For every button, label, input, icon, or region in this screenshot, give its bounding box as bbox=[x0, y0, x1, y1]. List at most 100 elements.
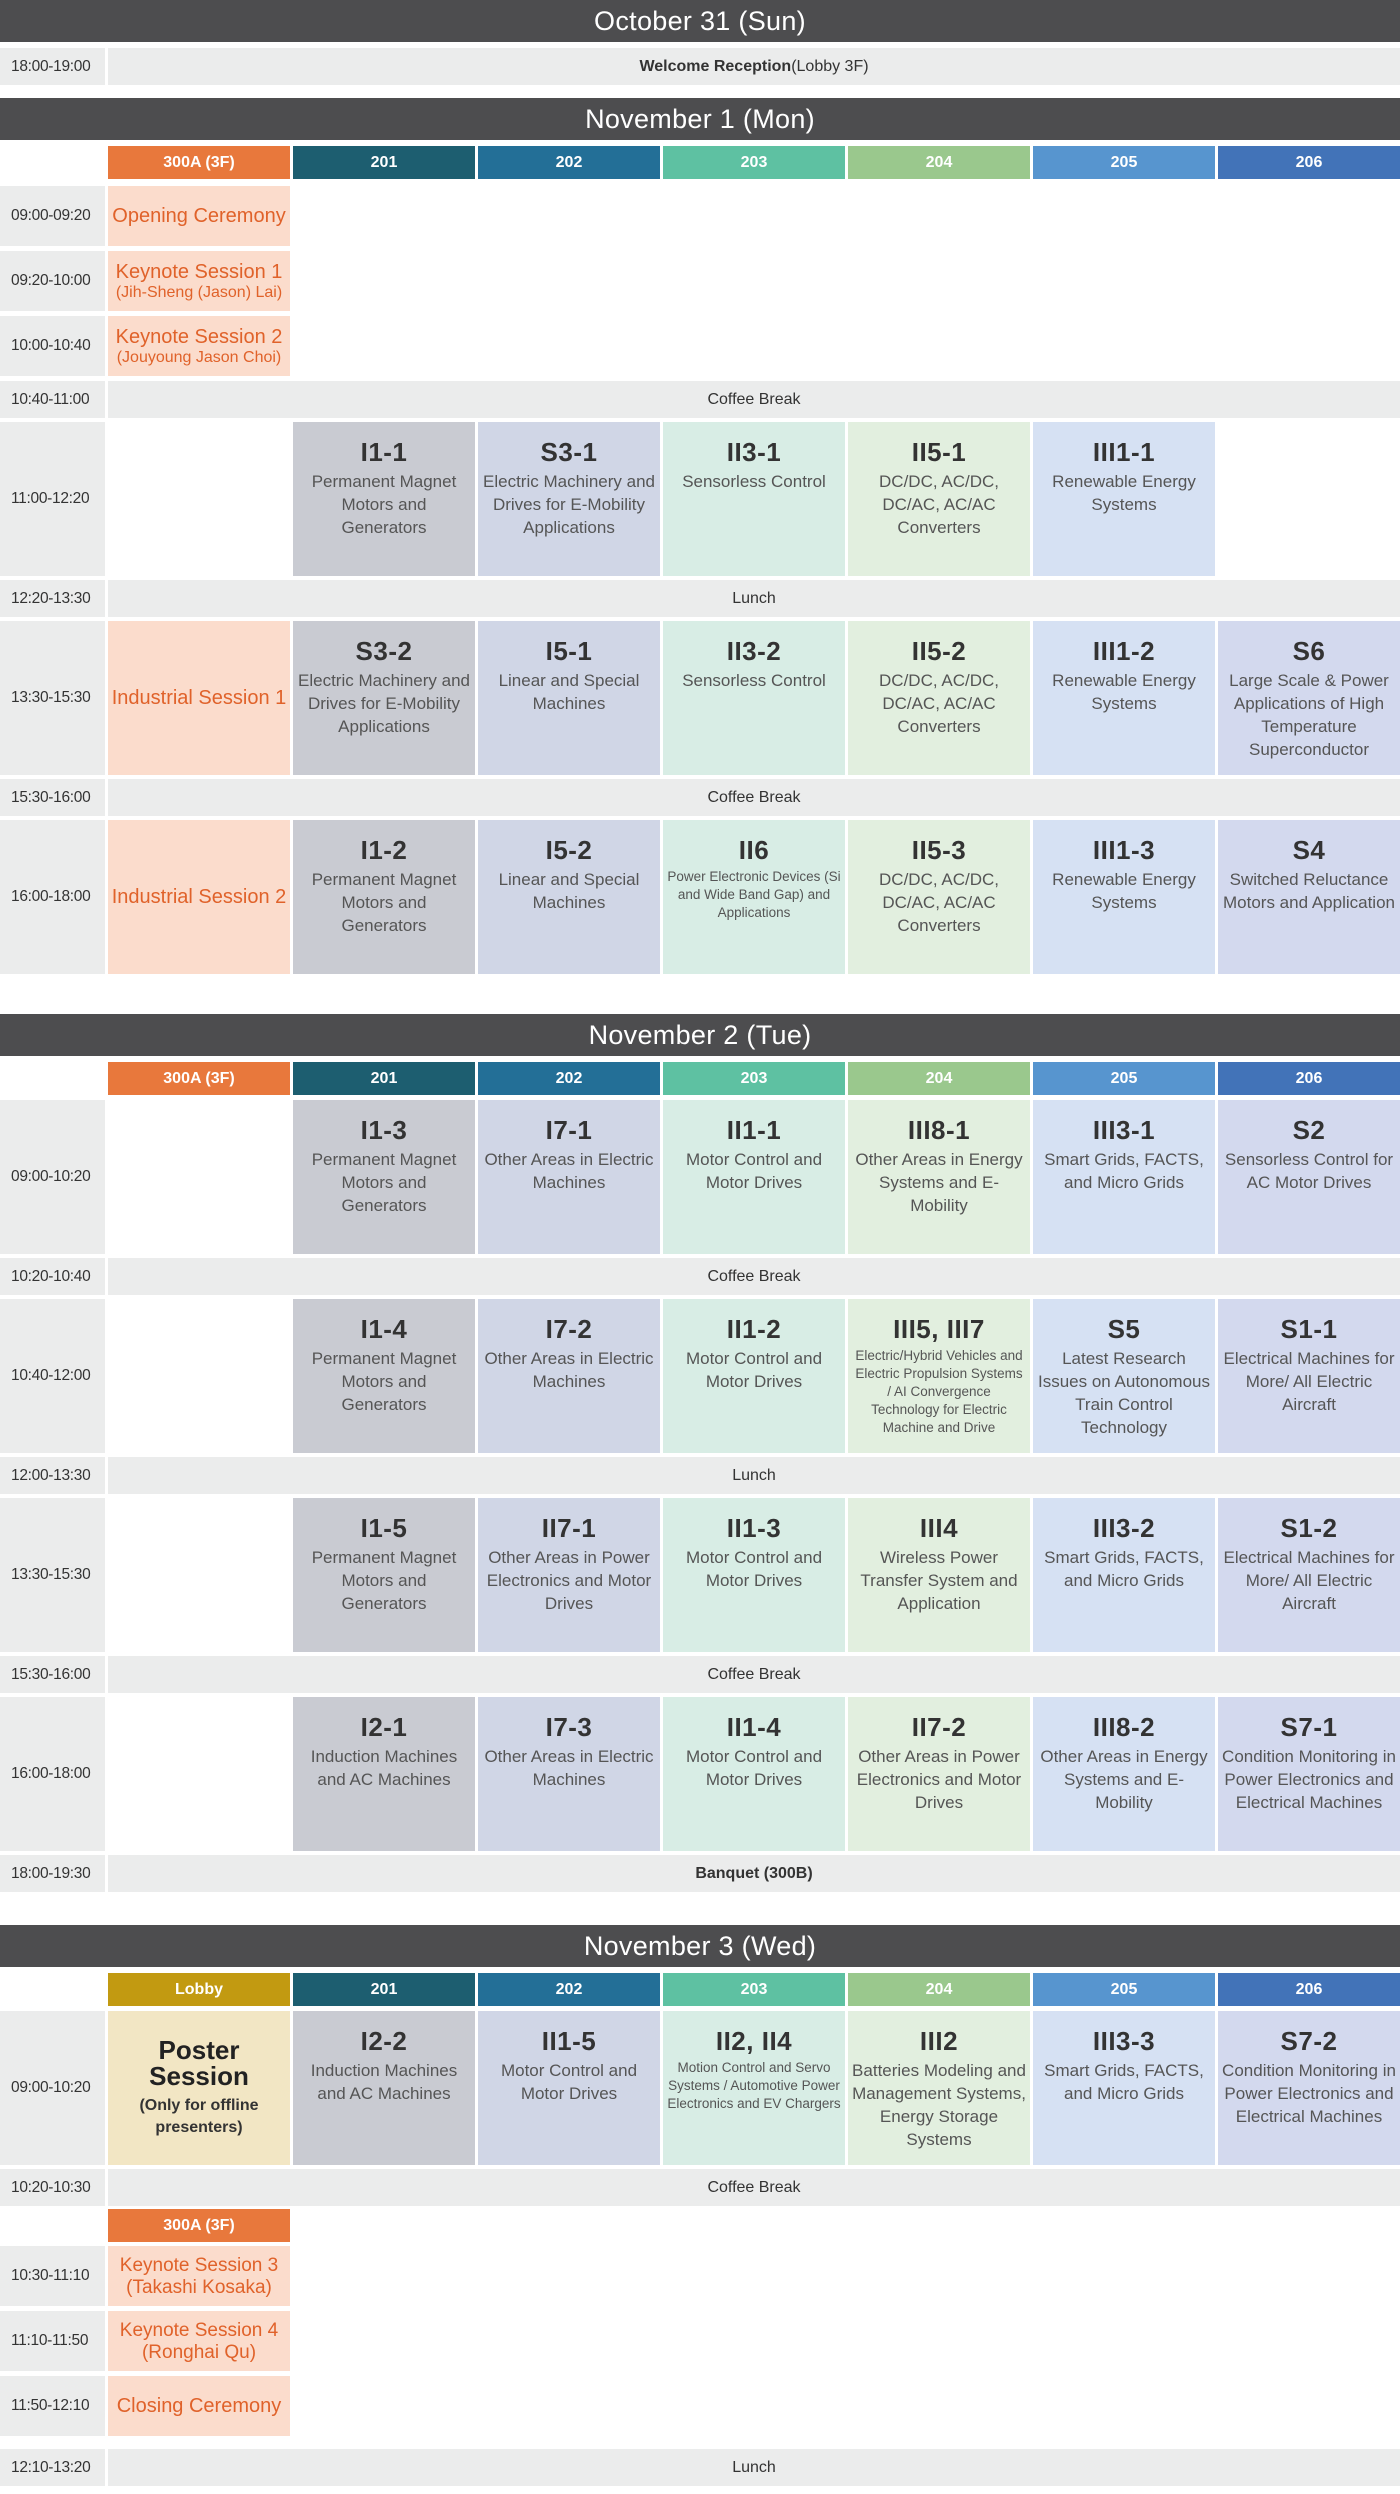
session-cell[interactable]: II7-1 Other Areas in Power Electronics an… bbox=[478, 1498, 660, 1652]
session-cell[interactable]: II1-3 Motor Control and Motor Drives bbox=[663, 1498, 845, 1652]
session-title: Other Areas in Power Electronics and Mot… bbox=[856, 1747, 1022, 1812]
schedule-row: 15:30-16:00 Coffee Break bbox=[0, 779, 1400, 816]
session-cell[interactable]: S7-1 Condition Monitoring in Power Electr… bbox=[1218, 1697, 1400, 1851]
session-cell[interactable]: S4 Switched Reluctance Motors and Applica… bbox=[1218, 820, 1400, 974]
session-title: Batteries Modeling and Management System… bbox=[852, 2061, 1026, 2149]
session-cell[interactable]: II3-1 Sensorless Control bbox=[663, 422, 845, 576]
session-cell[interactable]: II7-2 Other Areas in Power Electronics an… bbox=[848, 1697, 1030, 1851]
session-cell[interactable]: III3-1 Smart Grids, FACTS, and Micro Grid… bbox=[1033, 1100, 1215, 1254]
room-header-201: 201 bbox=[293, 146, 475, 179]
time-label: 10:30-11:10 bbox=[0, 2246, 105, 2306]
session-cell[interactable]: II1-5 Motor Control and Motor Drives bbox=[478, 2011, 660, 2165]
session-cell[interactable]: III3-3 Smart Grids, FACTS, and Micro Grid… bbox=[1033, 2011, 1215, 2165]
keynote-session-2[interactable]: Keynote Session 2 (Jouyoung Jason Choi) bbox=[108, 316, 290, 376]
session-cell[interactable]: II1-1 Motor Control and Motor Drives bbox=[663, 1100, 845, 1254]
session-cell[interactable]: I7-1 Other Areas in Electric Machines bbox=[478, 1100, 660, 1254]
session-title: Linear and Special Machines bbox=[498, 671, 640, 713]
session-cell[interactable]: I1-1 Permanent Magnet Motors and Generato… bbox=[293, 422, 475, 576]
session-code: I7-2 bbox=[545, 1314, 593, 1344]
room-header-206: 206 bbox=[1218, 1062, 1400, 1095]
keynote-session-3[interactable]: Keynote Session 3 (Takashi Kosaka) bbox=[108, 2246, 290, 2306]
session-code: III5, III7 bbox=[893, 1314, 985, 1344]
session-title: Permanent Magnet Motors and Generators bbox=[311, 870, 457, 935]
session-code: I2-1 bbox=[360, 1712, 408, 1742]
event-title: Closing Ceremony bbox=[116, 2394, 282, 2417]
session-cell[interactable]: I7-3 Other Areas in Electric Machines bbox=[478, 1697, 660, 1851]
session-cell[interactable]: III3-2 Smart Grids, FACTS, and Micro Grid… bbox=[1033, 1498, 1215, 1652]
poster-session[interactable]: Poster Session (Only for offline presente… bbox=[108, 2011, 290, 2165]
room-header-hall: 300A (3F) bbox=[108, 146, 290, 179]
session-cell[interactable]: II6 Power Electronic Devices (Si and Wide… bbox=[663, 820, 845, 974]
session-cell[interactable]: I5-2 Linear and Special Machines bbox=[478, 820, 660, 974]
session-cell[interactable]: I2-1 Induction Machines and AC Machines bbox=[293, 1697, 475, 1851]
session-cell[interactable]: I2-2 Induction Machines and AC Machines bbox=[293, 2011, 475, 2165]
session-code: S1-2 bbox=[1280, 1513, 1338, 1543]
session-cell[interactable]: III4 Wireless Power Transfer System and A… bbox=[848, 1498, 1030, 1652]
coffee-break: Coffee Break bbox=[108, 1258, 1400, 1295]
session-code: I2-2 bbox=[360, 2026, 408, 2056]
session-code: S3-2 bbox=[355, 636, 413, 666]
opening-ceremony[interactable]: Opening Ceremony bbox=[108, 186, 290, 246]
session-cell[interactable]: III1-1 Renewable Energy Systems bbox=[1033, 422, 1215, 576]
session-title: Renewable Energy Systems bbox=[1052, 472, 1196, 514]
session-code: S1-1 bbox=[1280, 1314, 1338, 1344]
session-title: Electric Machinery and Drives for E-Mobi… bbox=[298, 671, 470, 736]
keynote-session-1[interactable]: Keynote Session 1 (Jih-Sheng (Jason) Lai) bbox=[108, 251, 290, 311]
session-cell[interactable]: I5-1 Linear and Special Machines bbox=[478, 621, 660, 775]
event-title: Industrial Session 2 bbox=[111, 885, 287, 908]
session-cell[interactable]: II5-1 DC/DC, AC/DC, DC/AC, AC/AC Converte… bbox=[848, 422, 1030, 576]
session-cell[interactable]: III5, III7 Electric/Hybrid Vehicles and E… bbox=[848, 1299, 1030, 1453]
session-cell[interactable]: II1-4 Motor Control and Motor Drives bbox=[663, 1697, 845, 1851]
session-title: Permanent Magnet Motors and Generators bbox=[311, 1548, 457, 1613]
session-cell[interactable]: S2 Sensorless Control for AC Motor Drives bbox=[1218, 1100, 1400, 1254]
session-cell[interactable]: III8-1 Other Areas in Energy Systems and … bbox=[848, 1100, 1030, 1254]
session-cell[interactable]: S5 Latest Research Issues on Autonomous T… bbox=[1033, 1299, 1215, 1453]
session-cell[interactable]: II5-3 DC/DC, AC/DC, DC/AC, AC/AC Converte… bbox=[848, 820, 1030, 974]
session-code: S5 bbox=[1107, 1314, 1141, 1344]
closing-ceremony[interactable]: Closing Ceremony bbox=[108, 2376, 290, 2436]
session-code: II1-3 bbox=[726, 1513, 782, 1543]
session-cell[interactable]: I1-4 Permanent Magnet Motors and Generato… bbox=[293, 1299, 475, 1453]
session-cell[interactable]: S1-1 Electrical Machines for More/ All El… bbox=[1218, 1299, 1400, 1453]
session-title: Electric Machinery and Drives for E-Mobi… bbox=[483, 472, 655, 537]
session-title: Sensorless Control bbox=[682, 671, 826, 690]
session-cell[interactable]: S6 Large Scale & Power Applications of Hi… bbox=[1218, 621, 1400, 775]
session-code: III4 bbox=[919, 1513, 959, 1543]
session-title: Other Areas in Electric Machines bbox=[484, 1747, 654, 1789]
room-header-204: 204 bbox=[848, 1973, 1030, 2006]
session-cell[interactable]: III1-3 Renewable Energy Systems bbox=[1033, 820, 1215, 974]
session-title: Renewable Energy Systems bbox=[1052, 870, 1196, 912]
session-cell[interactable]: II3-2 Sensorless Control bbox=[663, 621, 845, 775]
session-cell[interactable]: II1-2 Motor Control and Motor Drives bbox=[663, 1299, 845, 1453]
session-cell[interactable]: III8-2 Other Areas in Energy Systems and … bbox=[1033, 1697, 1215, 1851]
session-cell[interactable]: II5-2 DC/DC, AC/DC, DC/AC, AC/AC Converte… bbox=[848, 621, 1030, 775]
session-code: I1-5 bbox=[360, 1513, 408, 1543]
room-header-204: 204 bbox=[848, 146, 1030, 179]
event-title: Industrial Session 1 bbox=[111, 686, 287, 709]
session-cell[interactable]: I7-2 Other Areas in Electric Machines bbox=[478, 1299, 660, 1453]
session-cell[interactable]: III1-2 Renewable Energy Systems bbox=[1033, 621, 1215, 775]
time-label: 13:30-15:30 bbox=[0, 1498, 105, 1652]
session-code: I5-2 bbox=[545, 835, 593, 865]
session-cell[interactable]: I1-3 Permanent Magnet Motors and Generato… bbox=[293, 1100, 475, 1254]
session-cell[interactable]: S1-2 Electrical Machines for More/ All El… bbox=[1218, 1498, 1400, 1652]
room-header-203: 203 bbox=[663, 1062, 845, 1095]
session-cell[interactable]: S7-2 Condition Monitoring in Power Electr… bbox=[1218, 2011, 1400, 2165]
session-cell[interactable]: S3-1 Electric Machinery and Drives for E-… bbox=[478, 422, 660, 576]
session-title: Switched Reluctance Motors and Applicati… bbox=[1223, 870, 1395, 912]
session-cell[interactable]: II2, II4 Motion Control and Servo Systems… bbox=[663, 2011, 845, 2165]
event-title: Keynote Session 1 bbox=[115, 260, 283, 283]
session-cell[interactable]: I1-2 Permanent Magnet Motors and Generato… bbox=[293, 820, 475, 974]
session-title: Latest Research Issues on Autonomous Tra… bbox=[1037, 1349, 1210, 1437]
session-cell[interactable]: I1-5 Permanent Magnet Motors and Generato… bbox=[293, 1498, 475, 1652]
industrial-session-2[interactable]: Industrial Session 2 bbox=[108, 820, 290, 974]
industrial-session-1[interactable]: Industrial Session 1 bbox=[108, 621, 290, 775]
session-title: Other Areas in Electric Machines bbox=[484, 1150, 654, 1192]
session-cell[interactable]: III2 Batteries Modeling and Management Sy… bbox=[848, 2011, 1030, 2165]
session-title: DC/DC, AC/DC, DC/AC, AC/AC Converters bbox=[879, 472, 999, 537]
session-code: III8-1 bbox=[907, 1115, 971, 1145]
event-title: Keynote Session 4 bbox=[119, 2319, 279, 2341]
session-cell[interactable]: S3-2 Electric Machinery and Drives for E-… bbox=[293, 621, 475, 775]
room-header-205: 205 bbox=[1033, 1973, 1215, 2006]
keynote-session-4[interactable]: Keynote Session 4 (Ronghai Qu) bbox=[108, 2311, 290, 2371]
